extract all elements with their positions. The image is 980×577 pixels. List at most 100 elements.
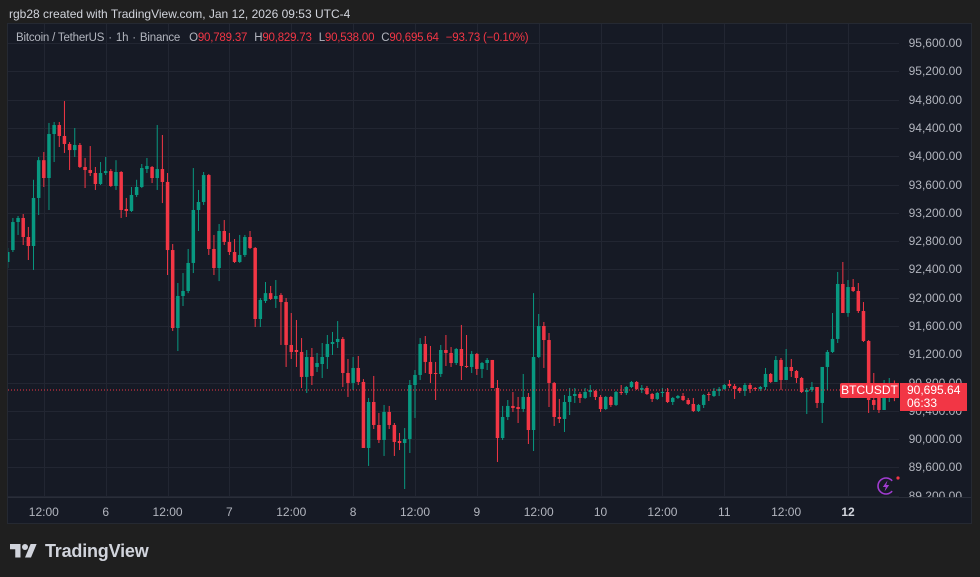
time-axis-label: 12:00 [647, 505, 678, 519]
candle-down [650, 393, 654, 402]
candle-down [727, 379, 732, 388]
candle-down [789, 358, 794, 377]
time-axis-label: 12:00 [276, 505, 307, 519]
candle-down [841, 261, 845, 313]
time-axis-label: 7 [226, 505, 233, 519]
candle-down [681, 393, 685, 401]
candle-down [609, 395, 613, 408]
time-axis-label: 9 [473, 505, 481, 519]
candle-up [454, 348, 458, 365]
legend-separator: · [108, 32, 112, 44]
time-axis[interactable]: 12:00 6 12:00 7 12:00 8 12:00 9 12:00 10 12:00 11 12… [8, 497, 971, 523]
ohlc-high: H90,829.73 [254, 32, 312, 44]
candle-down [799, 376, 804, 394]
candle-up [315, 352, 319, 372]
ohlc-value: 90,829.73 [262, 32, 312, 44]
candle-up [655, 392, 660, 401]
ohlc-close: C90,695.64 [381, 32, 439, 44]
candle-up [835, 271, 840, 343]
candle-up [573, 387, 577, 403]
candle-up [196, 189, 201, 231]
candle-down [212, 234, 216, 276]
ohlc-open: O90,789.37 [189, 32, 247, 44]
candle-down [248, 230, 252, 249]
candle-up [805, 387, 809, 415]
last-price-value: 90,695.64 [907, 383, 961, 398]
candle-up [717, 386, 721, 396]
candle-down [490, 359, 495, 388]
candle-down [665, 387, 670, 403]
candle-down [232, 238, 237, 263]
candle-down [779, 357, 783, 390]
price-change: −93.73 (−0.10%) [445, 32, 529, 44]
candle-down [598, 394, 603, 412]
candle-down [691, 397, 696, 412]
price-axis[interactable]: 95,600.00 95,200.00 94,800.00 94,400.00 94,0… [899, 24, 971, 497]
candle-down [170, 244, 175, 331]
candle-up [402, 428, 407, 490]
candle-down [851, 279, 855, 292]
ohlc-value: 90,695.64 [389, 32, 439, 44]
candlestick-chart[interactable] [8, 24, 899, 497]
candle-up [186, 248, 190, 294]
candle-up [614, 390, 618, 406]
candle-down [877, 396, 881, 413]
candle-up [73, 127, 77, 158]
candle-down [707, 392, 711, 401]
candle-down [542, 321, 546, 368]
candle-down [495, 379, 500, 462]
time-axis-label: 12:00 [771, 505, 802, 519]
chart-plot-area[interactable] [8, 24, 899, 497]
candle-down [387, 405, 391, 430]
candle-up [134, 179, 139, 197]
candle-down [119, 171, 123, 218]
price-axis-label: 94,000.00 [908, 149, 962, 164]
candle-up [382, 404, 386, 456]
interval-label: 1h [115, 32, 129, 44]
lightning-bolt-icon[interactable] [876, 475, 900, 497]
time-axis-label: 12:00 [523, 505, 554, 519]
candle-up [413, 370, 417, 418]
candle-down [67, 142, 72, 171]
price-axis-label: 95,600.00 [908, 36, 962, 51]
time-axis-label: 12:00 [28, 505, 59, 519]
candle-down [227, 232, 232, 255]
candle-down [738, 386, 742, 394]
candle-up [583, 387, 587, 399]
candle-down [459, 324, 464, 380]
candle-down [284, 297, 288, 367]
candle-up [712, 387, 716, 397]
candle-up [567, 387, 572, 416]
candle-down [160, 134, 165, 204]
candle-down [294, 319, 299, 367]
candle-up [830, 312, 835, 353]
symbol-title[interactable]: Bitcoin / TetherUS · 1h · Binance [16, 32, 180, 44]
candle-up [8, 247, 10, 268]
ohlc-value: 90,789.37 [197, 32, 248, 44]
symbol-price-tag: BTCUSDT [840, 382, 899, 398]
candle-up [676, 394, 680, 399]
candle-down [475, 352, 479, 375]
candle-up [846, 280, 850, 317]
candle-up [825, 349, 830, 390]
candle-up [810, 381, 814, 393]
tradingview-wordmark: TradingView [45, 541, 149, 561]
candle-up [820, 366, 824, 424]
candle-up [335, 321, 340, 349]
price-axis-label: 89,600.00 [908, 460, 962, 475]
candle-down [78, 142, 82, 169]
candle-up [624, 386, 629, 395]
candle-up [485, 357, 489, 371]
candle-up [531, 293, 536, 452]
candle-up [98, 162, 103, 186]
candle-down [93, 166, 98, 190]
candle-down [310, 348, 314, 386]
candle-up [11, 217, 15, 253]
price-axis-label: 92,000.00 [908, 290, 962, 305]
candle-down [289, 312, 294, 359]
candle-up [201, 171, 206, 205]
time-axis-label: 6 [102, 505, 110, 519]
candle-down [593, 389, 598, 401]
price-axis-label: 95,200.00 [908, 64, 962, 79]
candle-up [258, 297, 263, 328]
